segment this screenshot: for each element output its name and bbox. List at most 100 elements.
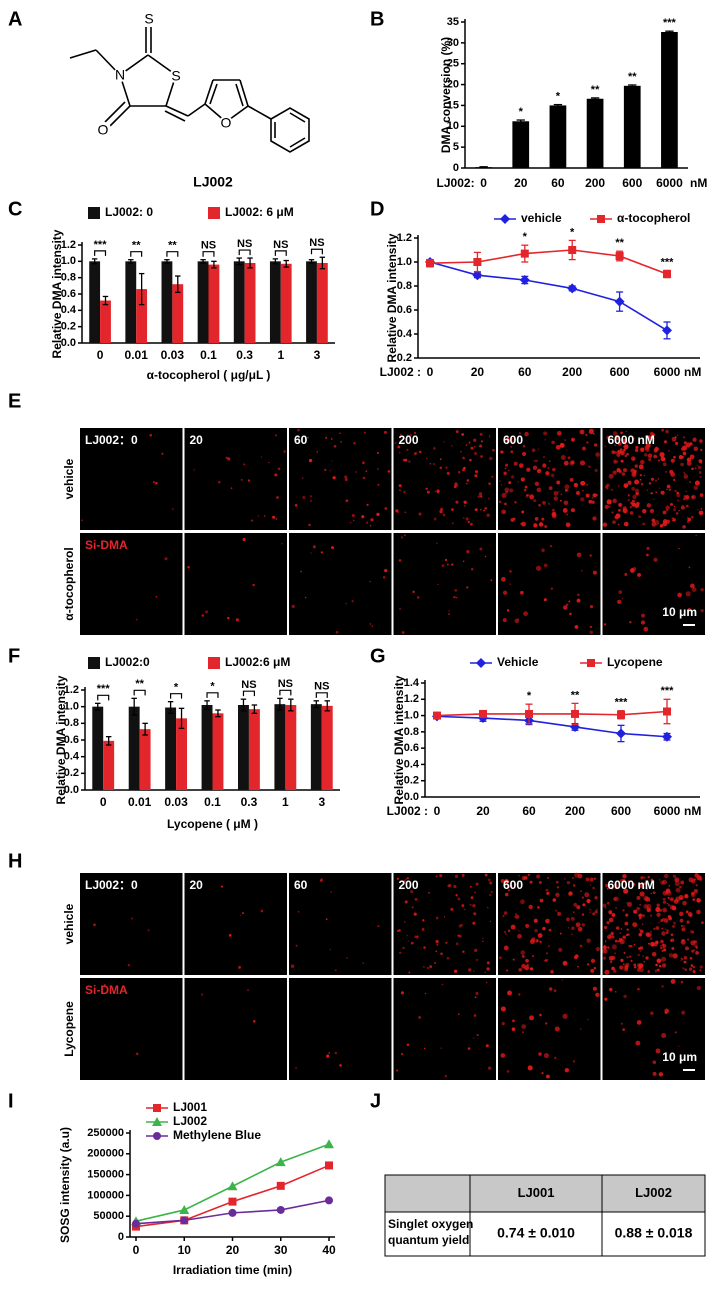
fluorescence-spot <box>662 462 667 467</box>
column-label: LJ002：0 <box>85 878 138 892</box>
fluorescence-spot <box>275 434 278 437</box>
fluorescence-spot <box>699 439 703 443</box>
fluorescence-spot <box>440 952 443 956</box>
fluorescence-spot <box>541 517 545 521</box>
fluorescence-spot <box>680 462 684 467</box>
fluorescence-spot <box>511 475 515 479</box>
fluorescence-spot <box>553 496 559 501</box>
fluorescence-spot <box>295 1067 297 1070</box>
fluorescence-spot <box>369 524 372 527</box>
fluorescence-spot <box>335 630 339 634</box>
bar <box>208 264 220 343</box>
fluorescence-spot <box>645 447 650 453</box>
x-unit: nM <box>690 176 707 190</box>
significance: NS <box>241 679 256 691</box>
significance: ** <box>591 84 600 96</box>
fluorescence-spot <box>576 598 581 603</box>
fluorescence-spot <box>635 491 639 496</box>
fluorescence-spot <box>403 921 406 923</box>
fluorescence-spot <box>570 508 575 513</box>
bar <box>248 709 260 790</box>
legend-marker <box>597 215 605 223</box>
atom: S <box>171 68 180 84</box>
column-label: 20 <box>190 878 204 892</box>
fluorescence-spot <box>550 587 554 590</box>
fluorescence-spot <box>533 499 537 503</box>
fluorescence-spot <box>685 504 689 508</box>
fluorescence-spot <box>135 618 138 621</box>
micrograph <box>602 873 705 975</box>
fluorescence-spot <box>463 500 466 504</box>
fluorescence-spot <box>486 513 490 517</box>
fluorescence-spot <box>681 927 686 932</box>
fluorescence-spot <box>648 458 652 462</box>
fluorescence-spot <box>665 429 669 434</box>
significance: NS <box>273 239 288 251</box>
fluorescence-spot <box>655 926 660 930</box>
fluorescence-spot <box>639 891 645 897</box>
y-tick-label: 35 <box>447 16 459 28</box>
panel-label: H <box>8 850 22 872</box>
bar <box>233 261 245 343</box>
fluorescence-spot <box>595 946 600 952</box>
fluorescence-spot <box>691 516 694 519</box>
x-prefix: LJ002 : <box>387 804 428 818</box>
fluorescence-spot <box>227 457 231 461</box>
fluorescence-spot <box>611 944 617 950</box>
fluorescence-spot <box>636 1020 642 1025</box>
fluorescence-spot <box>503 471 507 476</box>
fluorescence-spot <box>514 501 517 504</box>
fluorescence-spot <box>629 506 632 509</box>
fluorescence-spot <box>491 475 494 478</box>
column-label: 6000 nM <box>608 878 655 892</box>
fluorescence-spot <box>399 489 401 491</box>
fluorescence-spot <box>582 903 586 907</box>
fluorescence-spot <box>402 946 405 950</box>
fluorescence-spot <box>404 900 408 904</box>
fluorescence-spot <box>446 956 450 960</box>
fluorescence-spot <box>451 563 454 566</box>
fluorescence-spot <box>522 444 526 448</box>
fluorescence-spot <box>638 917 642 920</box>
fluorescence-spot <box>538 1052 542 1056</box>
y-tick-label: 10 <box>447 120 459 132</box>
fluorescence-spot <box>685 946 689 951</box>
fluorescence-spot <box>595 992 600 998</box>
fluorescence-spot <box>627 493 630 496</box>
fluorescence-spot <box>370 518 374 522</box>
micrograph <box>498 428 601 530</box>
fluorescence-spot <box>455 894 458 897</box>
fluorescence-spot <box>612 498 617 504</box>
fluorescence-spot <box>630 959 633 962</box>
fluorescence-spot <box>684 894 689 899</box>
fluorescence-spot <box>570 916 575 921</box>
fluorescence-spot <box>622 935 626 939</box>
fluorescence-spot <box>441 564 445 568</box>
scale-bar-label: 10 μm <box>662 605 697 619</box>
fluorescence-spot <box>402 458 406 462</box>
fluorescence-spot <box>695 951 699 955</box>
fluorescence-spot <box>489 920 492 923</box>
fluorescence-spot <box>614 952 617 955</box>
fluorescence-spot <box>490 890 493 894</box>
y-tick-label: 1.0 <box>397 256 412 268</box>
marker <box>228 1208 237 1217</box>
fluorescence-spot <box>695 534 697 537</box>
fluorescence-spot <box>498 500 502 504</box>
fluorescence-spot <box>660 880 665 885</box>
fluorescence-spot <box>406 877 409 880</box>
fluorescence-spot <box>403 534 406 537</box>
fluorescence-spot <box>399 951 402 955</box>
fluorescence-spot <box>629 955 632 958</box>
fluorescence-spot <box>298 439 300 442</box>
fluorescence-spot <box>639 478 642 481</box>
fluorescence-spot <box>406 1043 410 1047</box>
fluorescence-spot <box>563 605 568 610</box>
fluorescence-spot <box>674 907 677 909</box>
fluorescence-spot <box>669 939 673 942</box>
fluorescence-spot <box>532 955 534 958</box>
fluorescence-spot <box>643 960 646 963</box>
fluorescence-spot <box>673 455 676 459</box>
fluorescence-spot <box>596 908 598 910</box>
x-tick-label: 3 <box>314 348 321 362</box>
